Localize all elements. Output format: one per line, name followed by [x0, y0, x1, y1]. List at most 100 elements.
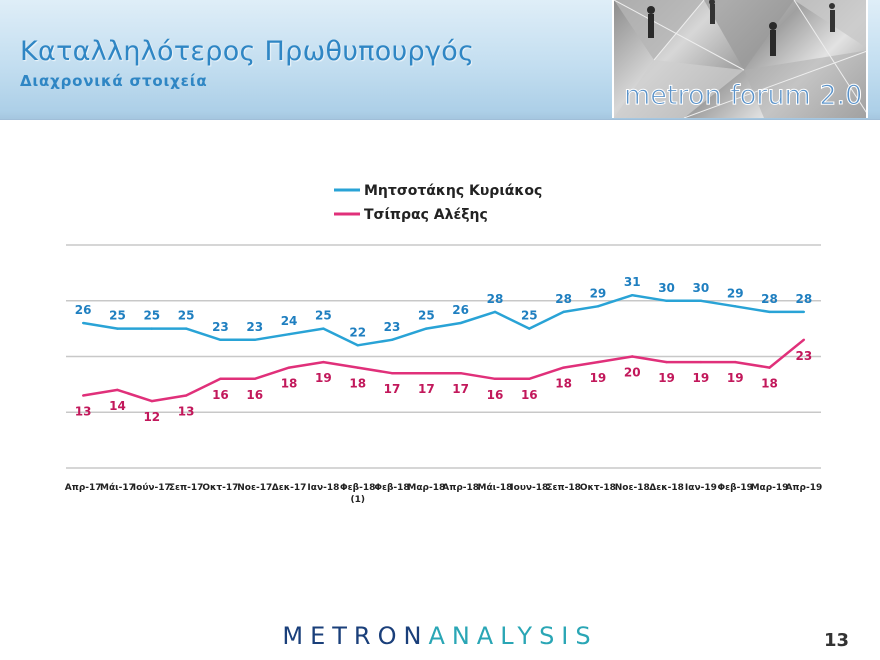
data-point: [356, 344, 359, 347]
data-label: 12: [143, 410, 160, 424]
data-point: [562, 310, 565, 314]
data-label: 20: [624, 366, 641, 380]
data-label: 25: [418, 309, 435, 323]
data-label: 28: [761, 292, 778, 306]
data-point: [665, 299, 668, 302]
page-number: 13: [824, 630, 850, 651]
chart-series: [81, 293, 806, 403]
legend-entry: Μητσοτάκης Κυριάκος: [364, 183, 542, 199]
data-label: 29: [590, 286, 607, 300]
data-point: [699, 299, 703, 302]
data-label: 19: [693, 371, 710, 385]
data-point: [459, 372, 462, 375]
x-tick-label: Ιαν-18: [307, 483, 339, 493]
data-label: 17: [418, 382, 435, 396]
data-label: 19: [727, 371, 744, 385]
data-point: [493, 377, 497, 380]
chart-grid: [66, 244, 821, 469]
data-point: [81, 321, 85, 325]
data-label: 28: [487, 292, 504, 306]
data-label: 17: [384, 382, 401, 396]
data-label: 26: [452, 303, 469, 317]
data-label: 23: [212, 320, 229, 334]
data-label: 19: [315, 371, 332, 385]
data-point: [150, 399, 153, 403]
data-point: [596, 360, 600, 364]
data-label: 28: [555, 292, 572, 306]
data-point: [768, 366, 771, 369]
data-label: 19: [590, 371, 607, 385]
data-point: [802, 338, 806, 341]
data-point: [287, 366, 291, 369]
data-point: [390, 338, 394, 341]
data-point: [528, 327, 531, 330]
data-label: 25: [315, 309, 332, 323]
data-point: [596, 305, 600, 308]
data-point: [253, 377, 256, 380]
x-tick-label: Μαρ-19: [751, 483, 789, 493]
x-tick-label: Ιουν-18: [510, 483, 548, 493]
data-label: 16: [487, 388, 504, 402]
data-point: [665, 360, 668, 364]
legend-entry: Τσίπρας Αλέξης: [364, 207, 488, 223]
data-label: 17: [452, 382, 469, 396]
data-label: 23: [795, 349, 812, 363]
data-point: [631, 293, 634, 297]
data-label: 19: [658, 371, 675, 385]
data-point: [425, 327, 428, 330]
x-tick-label: Ιαν-19: [685, 483, 717, 493]
data-point: [322, 327, 325, 330]
x-tick-label: Ιούν-17: [133, 483, 171, 493]
data-point: [493, 310, 497, 314]
x-tick-label: Φεβ-18: [374, 483, 409, 493]
data-point: [184, 394, 188, 397]
data-label: 29: [727, 286, 744, 300]
data-point: [528, 377, 531, 380]
data-point: [768, 310, 771, 314]
x-tick-label: Μαρ-18: [407, 483, 445, 493]
x-tick-label: Φεβ-19: [718, 483, 753, 493]
x-tick-label: Δεκ-18: [649, 483, 684, 493]
x-tick-label: Απρ-18: [442, 483, 479, 493]
data-label: 14: [109, 399, 126, 413]
data-label: 25: [178, 309, 195, 323]
x-tick-label: Σεπ-18: [546, 483, 581, 493]
series-line: [82, 338, 805, 403]
data-point: [390, 372, 394, 375]
metron-forum-logo: metron forum 2.0: [612, 0, 868, 118]
data-label: 18: [761, 377, 778, 391]
data-label: 13: [75, 405, 92, 419]
x-tick-label: Οκτ-17: [202, 483, 238, 493]
data-label: 26: [75, 303, 92, 317]
data-label: 23: [246, 320, 263, 334]
data-label: 30: [693, 281, 710, 295]
data-point: [150, 327, 153, 330]
line-chart: Μητσοτάκης Κυριάκος Τσίπρας Αλέξης 26 25 25…: [65, 183, 822, 505]
data-point: [802, 310, 806, 314]
data-label: 16: [521, 388, 538, 402]
data-point: [116, 388, 119, 392]
x-tick-label: Απρ-17: [65, 483, 102, 493]
data-label: 23: [384, 320, 401, 334]
metron-analysis-logo: METRONANALYSIS: [0, 622, 880, 650]
series-line: [82, 293, 804, 347]
x-tick-label: Νοε-18: [615, 483, 650, 493]
data-label: 25: [143, 309, 160, 323]
data-label: 24: [281, 314, 298, 328]
data-label: 25: [109, 309, 126, 323]
data-label: 18: [349, 377, 366, 391]
data-label: 18: [281, 377, 298, 391]
x-tick-label: Φεβ-18: [340, 483, 375, 493]
data-point: [184, 327, 188, 330]
data-point: [322, 360, 325, 364]
data-label: 22: [349, 325, 366, 339]
x-tick-label: Σεπ-17: [169, 483, 204, 493]
data-point: [356, 366, 359, 369]
data-label: 28: [795, 292, 812, 306]
chart-legend: Μητσοτάκης Κυριάκος Τσίπρας Αλέξης: [334, 183, 542, 223]
data-point: [734, 360, 737, 364]
data-label: 31: [624, 275, 641, 289]
chart-data-labels: 26 25 25 25 23 23 24 25 22 23 25 26 28 25 28 29 31 30 30 29…: [75, 275, 812, 424]
data-label: 16: [246, 388, 263, 402]
data-point: [699, 360, 703, 364]
